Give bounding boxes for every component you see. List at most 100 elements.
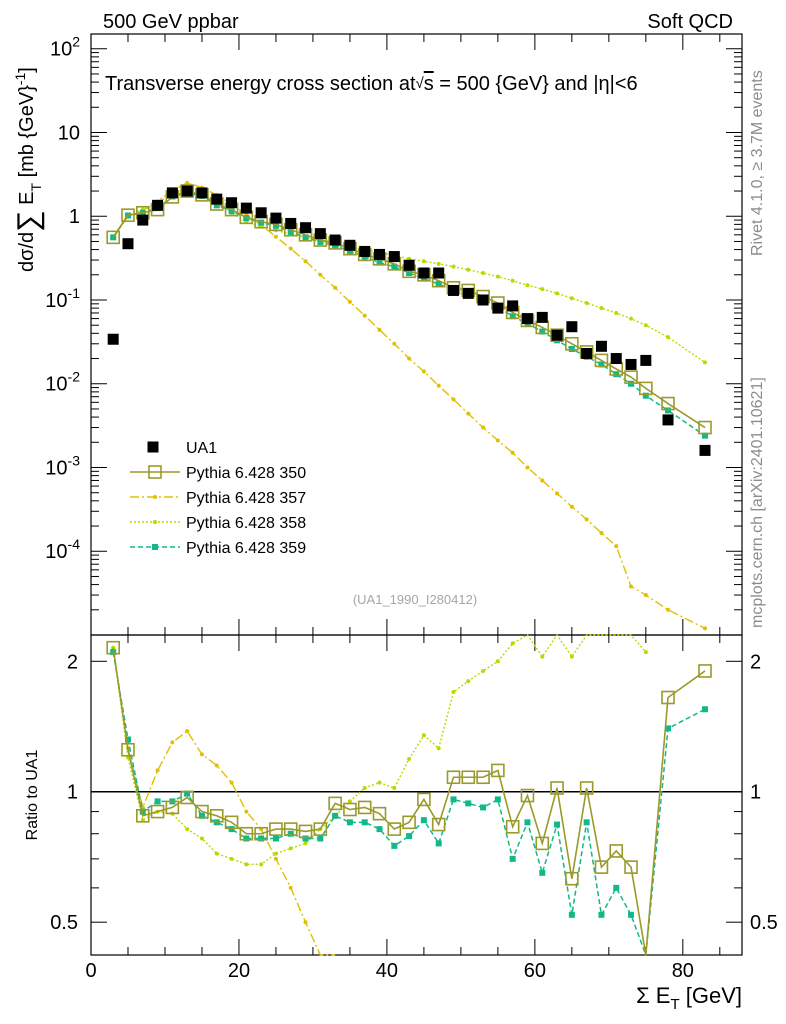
p350-main-point	[550, 328, 564, 342]
p358-main-point	[584, 301, 589, 306]
p358-main-point	[643, 323, 648, 328]
p358-main-point	[495, 274, 500, 279]
p357-ratio-line	[112, 647, 336, 956]
p350-ratio-point	[165, 800, 180, 815]
p357-main-point	[333, 285, 338, 290]
p358-main-point	[555, 291, 560, 296]
data-point	[270, 212, 282, 224]
y-tick-label-ratio-right: 2	[750, 651, 761, 673]
data-point	[374, 248, 386, 260]
p359-main-point	[539, 328, 546, 335]
p359-ratio-point	[494, 796, 501, 803]
legend-marker-p358	[153, 520, 157, 524]
p350-ratio-point	[135, 809, 150, 823]
p350-ratio-point	[343, 802, 357, 817]
y-tick-label-main: 1	[69, 206, 80, 228]
p358-ratio-point	[185, 827, 190, 832]
p358-main-point	[703, 360, 708, 365]
tick-base: 10	[45, 541, 67, 563]
p359-main-point	[406, 270, 413, 277]
p359-ratio-point	[598, 911, 605, 918]
data-point	[566, 321, 578, 333]
p357-main-point	[629, 584, 634, 589]
p359-main-point	[228, 208, 235, 215]
p359-main-point	[702, 432, 709, 439]
p357-ratio-point	[303, 920, 308, 925]
p359-ratio-point	[702, 706, 709, 713]
tick-exponent: 2	[72, 34, 80, 50]
p350-ratio-point	[579, 781, 594, 795]
p357-main-point	[525, 465, 530, 470]
p359-ratio-point	[524, 819, 531, 826]
data-point	[240, 202, 252, 214]
p350-main-point	[565, 336, 579, 351]
p359-main-point	[665, 407, 672, 414]
data-point	[551, 329, 563, 341]
p359-ratio-point	[628, 911, 635, 918]
p350-main-point	[661, 396, 675, 411]
p358-ratio-point	[451, 689, 456, 694]
p358-ratio-point	[273, 851, 278, 856]
p358-ratio-point	[347, 799, 352, 804]
y-tick-label-main: 10	[58, 122, 80, 144]
rivet-version-label: Rivet 4.1.0, ≥ 3.7M events	[749, 70, 766, 256]
p350-ratio-point	[446, 770, 461, 785]
data-point	[625, 358, 637, 370]
p350-ratio-point	[491, 763, 505, 778]
data-point	[536, 311, 548, 323]
data-point	[581, 347, 593, 359]
legend-label-p358: Pythia 6.428 358	[186, 515, 306, 532]
p358-main-point	[481, 271, 486, 276]
tick-exponent: -3	[68, 452, 81, 468]
p350-ratio-point	[328, 796, 342, 811]
p357-main-point	[421, 369, 426, 374]
p358-main-point	[629, 316, 634, 321]
p357-main-point	[614, 544, 619, 549]
p357-main-point	[466, 411, 471, 416]
p357-main-point	[569, 504, 574, 509]
p357-main-point	[392, 341, 397, 346]
p358-main-point	[421, 259, 426, 264]
p350-ratio-point	[594, 860, 609, 874]
p358-main-point	[614, 310, 619, 315]
p358-ratio-point	[510, 641, 515, 646]
p358-ratio-point	[362, 786, 367, 791]
p357-main-point	[273, 234, 278, 239]
p359-ratio-point	[346, 819, 353, 826]
data-point	[329, 234, 341, 246]
p359-ratio-point	[124, 736, 131, 743]
data-point	[433, 267, 445, 279]
p359-ratio-line	[112, 651, 706, 956]
p357-ratio-point	[229, 780, 234, 785]
p359-ratio-point	[198, 812, 205, 819]
p357-main-point	[584, 517, 589, 522]
p359-ratio-point	[302, 835, 309, 842]
p357-ratio-point	[244, 809, 249, 814]
p350-ratio-point	[269, 822, 283, 836]
p350-main-point	[594, 353, 609, 368]
title-mid: = 500 {GeV} and |	[434, 73, 599, 95]
p350-ratio-point	[550, 781, 564, 795]
p359-ratio-point	[509, 855, 516, 862]
p359-ratio-point	[258, 835, 265, 842]
legend-marker-data	[147, 441, 159, 453]
p357-ratio-point	[155, 768, 160, 773]
p358-ratio-line	[112, 633, 647, 866]
p357-main-point	[481, 425, 486, 430]
p358-main-point	[540, 287, 545, 292]
p350-ratio-point	[357, 800, 372, 815]
p357-main-point	[540, 478, 545, 483]
p358-ratio-point	[377, 780, 382, 785]
p350-ratio-point	[505, 820, 520, 834]
data-point	[447, 284, 459, 296]
data-point	[314, 228, 326, 240]
x-tick-label: 60	[524, 960, 546, 982]
x-tick-label: 80	[672, 960, 694, 982]
p358-ratio-point	[244, 862, 249, 867]
data-point	[344, 239, 356, 251]
x-axis-label: Σ ET [GeV]	[636, 983, 742, 1013]
p358-ratio-point	[229, 856, 234, 861]
p359-ratio-point	[480, 804, 487, 811]
p359-ratio-point	[391, 842, 398, 849]
